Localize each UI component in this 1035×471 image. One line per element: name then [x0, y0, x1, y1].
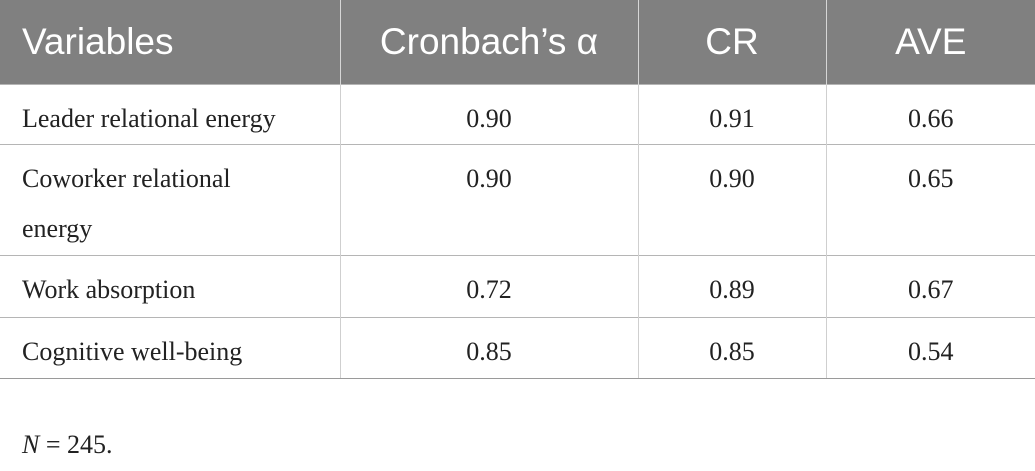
cell-variable-text: Coworker relational energy [22, 163, 231, 243]
cell-ave: 0.66 [825, 83, 1035, 144]
cell-ave: 0.65 [825, 143, 1035, 255]
cell-variable: Coworker relational energy [0, 143, 340, 255]
cell-ave: 0.67 [825, 254, 1035, 317]
footnote-variable: N [22, 430, 40, 459]
cell-cronbach-alpha: 0.85 [339, 316, 638, 379]
table-footnote: N = 245. [22, 430, 113, 460]
table-row: Work absorption 0.72 0.89 0.67 [0, 254, 1035, 317]
header-cr: CR [637, 0, 826, 84]
table-header-row: Variables Cronbach’s α CR AVE [0, 0, 1035, 84]
cell-cr: 0.90 [637, 143, 826, 255]
reliability-table: Variables Cronbach’s α CR AVE Leader rel… [0, 0, 1035, 379]
cell-variable: Work absorption [0, 254, 340, 317]
cell-cr: 0.89 [637, 254, 826, 317]
cell-cr: 0.91 [637, 83, 826, 144]
cell-cr: 0.85 [637, 316, 826, 379]
table-row: Leader relational energy 0.90 0.91 0.66 [0, 83, 1035, 144]
table-row: Cognitive well-being 0.85 0.85 0.54 [0, 316, 1035, 379]
cell-variable: Leader relational energy [0, 83, 340, 144]
cell-cronbach-alpha: 0.90 [339, 83, 638, 144]
header-variables: Variables [22, 20, 174, 62]
header-cronbach-alpha: Cronbach’s α [339, 0, 638, 84]
cell-ave: 0.54 [825, 316, 1035, 379]
cell-variable: Cognitive well-being [0, 316, 340, 379]
cell-cronbach-alpha: 0.72 [339, 254, 638, 317]
header-ave: AVE [825, 0, 1035, 84]
table-row: Coworker relational energy 0.90 0.90 0.6… [0, 143, 1035, 255]
cell-cronbach-alpha: 0.90 [339, 143, 638, 255]
footnote-text: = 245. [39, 430, 113, 459]
reliability-table-container: Variables Cronbach’s α CR AVE Leader rel… [0, 0, 1035, 379]
